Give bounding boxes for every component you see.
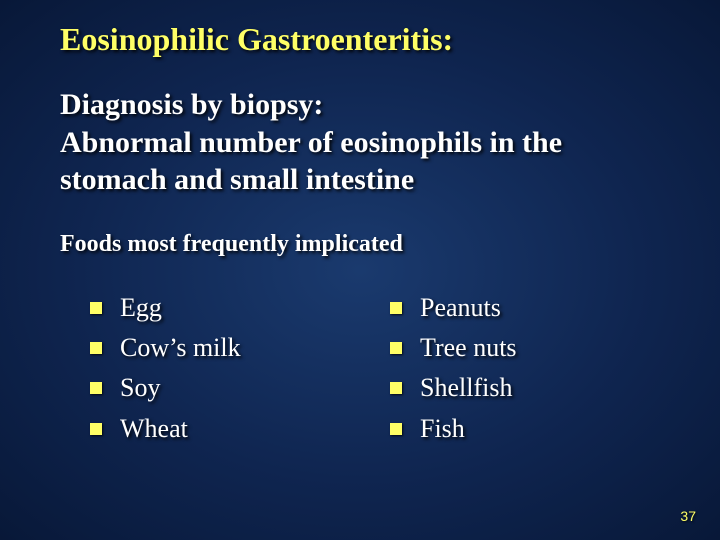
slide-title: Eosinophilic Gastroenteritis: xyxy=(60,20,660,58)
right-column: Peanuts Tree nuts Shellfish Fish xyxy=(360,288,660,449)
list-item: Egg xyxy=(90,288,360,328)
bullet-columns: Egg Cow’s milk Soy Wheat Peanuts Tree nu… xyxy=(60,288,660,449)
list-item: Shellfish xyxy=(390,368,660,408)
list-item: Cow’s milk xyxy=(90,328,360,368)
right-bullet-list: Peanuts Tree nuts Shellfish Fish xyxy=(360,288,660,449)
section-heading: Foods most frequently implicated xyxy=(60,231,660,258)
page-number: 37 xyxy=(680,508,696,524)
list-item: Peanuts xyxy=(390,288,660,328)
left-bullet-list: Egg Cow’s milk Soy Wheat xyxy=(60,288,360,449)
list-item: Soy xyxy=(90,368,360,408)
list-item: Tree nuts xyxy=(390,328,660,368)
slide-subtitle: Diagnosis by biopsy:Abnormal number of e… xyxy=(60,86,660,199)
list-item: Wheat xyxy=(90,409,360,449)
slide-container: Eosinophilic Gastroenteritis: Diagnosis … xyxy=(0,0,720,540)
list-item: Fish xyxy=(390,409,660,449)
left-column: Egg Cow’s milk Soy Wheat xyxy=(60,288,360,449)
